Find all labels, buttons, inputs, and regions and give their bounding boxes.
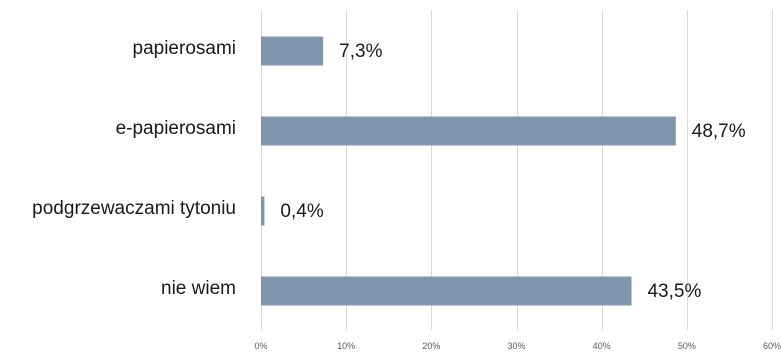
data-label: 48,7% <box>692 121 746 142</box>
x-tick-label: 10% <box>337 341 355 351</box>
x-tick-label: 20% <box>422 341 440 351</box>
x-tick-label: 40% <box>593 341 611 351</box>
data-label: 43,5% <box>647 281 701 302</box>
category-label: nie wiem <box>161 278 236 299</box>
category-label: podgrzewaczami tytoniu <box>32 198 236 219</box>
vertical-gridlines <box>261 10 773 330</box>
bar <box>261 196 265 226</box>
x-axis-tick-labels: 0% 10% 20% 30% 40% 50% 60% <box>254 341 781 351</box>
category-label: papierosami <box>133 38 237 59</box>
x-tick-label: 60% <box>763 341 781 351</box>
bars <box>261 36 676 306</box>
bar <box>261 276 632 306</box>
x-tick-label: 0% <box>254 341 267 351</box>
data-label: 7,3% <box>339 41 382 62</box>
category-label: e-papierosami <box>116 118 236 139</box>
category-labels: papierosami e-papierosami podgrzewaczami t… <box>32 38 236 299</box>
data-label: 0,4% <box>280 201 323 222</box>
data-labels: 7,3% 48,7% 0,4% 43,5% <box>280 41 745 302</box>
x-tick-label: 50% <box>678 341 696 351</box>
bar <box>261 36 324 66</box>
bar <box>261 116 676 146</box>
x-tick-label: 30% <box>507 341 525 351</box>
